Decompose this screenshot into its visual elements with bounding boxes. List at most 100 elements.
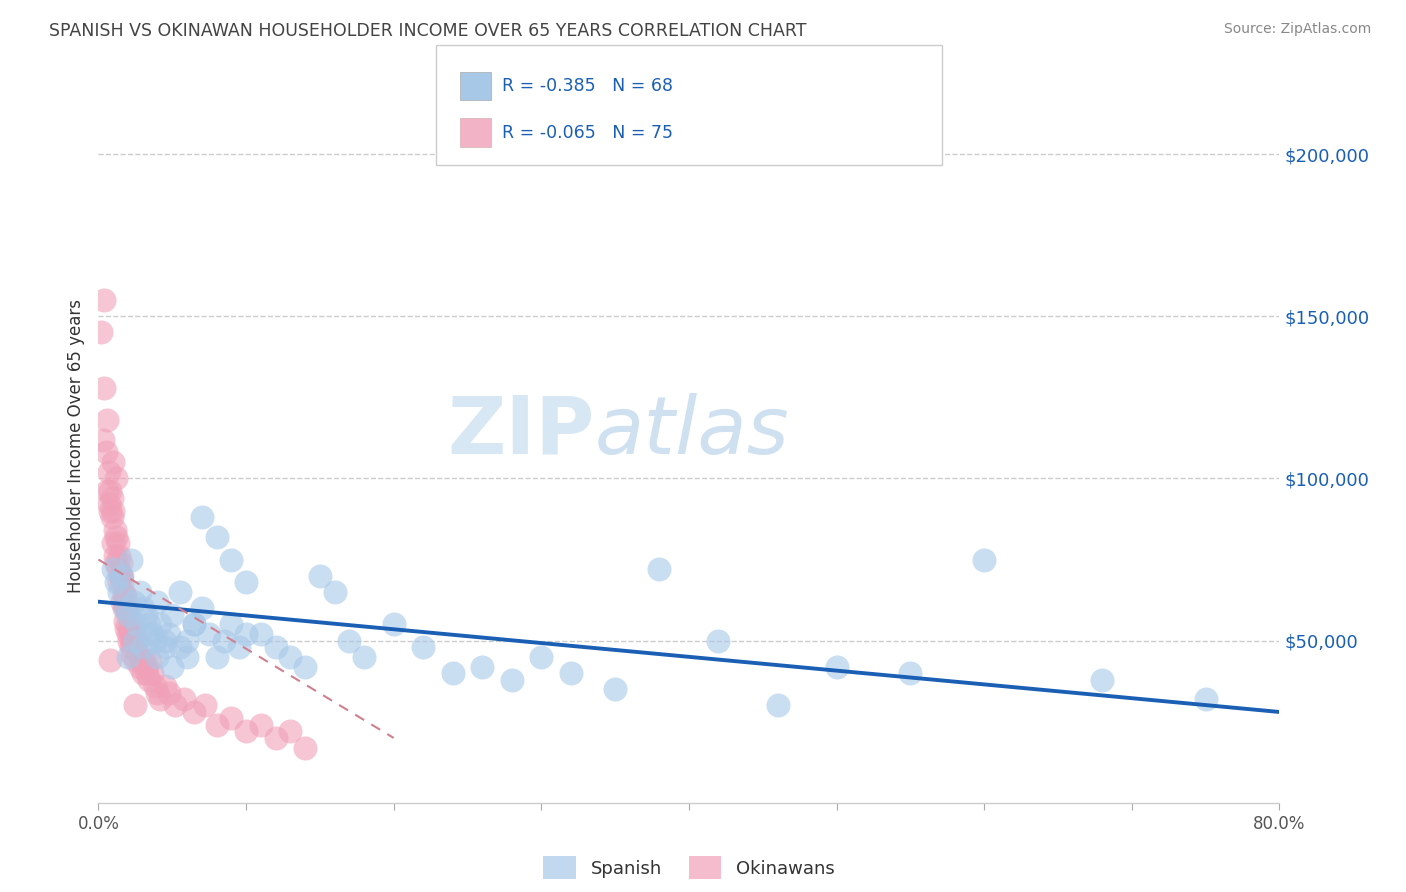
Point (235, 575, 257, 590)
Point (157, 627, 180, 641)
Point (146, 685, 169, 699)
Point (98, 504, 121, 518)
Point (120, 640, 142, 654)
Point (96, 484, 118, 499)
Point (127, 647, 149, 661)
Point (121, 633, 143, 648)
Point (114, 614, 136, 628)
Point (108, 575, 131, 590)
Point (149, 692, 172, 706)
Point (1091, 673, 1114, 687)
Point (120, 552, 142, 566)
Text: atlas: atlas (595, 392, 789, 471)
Point (157, 685, 180, 699)
Point (141, 666, 163, 681)
Point (117, 607, 139, 622)
Point (136, 666, 159, 681)
Point (103, 536, 125, 550)
Point (134, 653, 156, 667)
Point (323, 585, 346, 599)
Point (205, 718, 228, 732)
Point (135, 607, 157, 622)
Point (198, 627, 221, 641)
Point (173, 692, 195, 706)
Legend: Spanish, Okinawans: Spanish, Okinawans (536, 849, 842, 887)
Point (103, 455, 125, 469)
Point (110, 568, 132, 582)
Point (191, 601, 214, 615)
Point (112, 588, 135, 602)
Point (191, 510, 214, 524)
Point (176, 649, 198, 664)
Point (205, 649, 228, 664)
Point (122, 595, 145, 609)
Point (103, 562, 125, 576)
Point (98, 653, 121, 667)
Text: R = -0.385   N = 68: R = -0.385 N = 68 (502, 77, 673, 95)
Point (118, 633, 141, 648)
Point (221, 617, 243, 632)
Point (139, 653, 162, 667)
Point (124, 653, 146, 667)
Point (183, 617, 205, 632)
Point (135, 659, 157, 673)
Point (98, 484, 121, 499)
Point (117, 649, 139, 664)
Point (169, 640, 191, 654)
Point (412, 640, 434, 654)
Point (120, 627, 142, 641)
Point (176, 633, 198, 648)
Point (93, 381, 115, 395)
Point (128, 585, 150, 599)
Point (117, 627, 139, 641)
Point (124, 698, 146, 713)
Point (111, 595, 134, 609)
Point (143, 633, 166, 648)
Point (110, 556, 132, 570)
Point (339, 633, 361, 648)
Point (103, 504, 125, 518)
Text: R = -0.065   N = 75: R = -0.065 N = 75 (502, 124, 673, 142)
Point (107, 536, 129, 550)
Point (115, 601, 138, 615)
Point (97, 465, 120, 479)
Point (169, 585, 191, 599)
Point (117, 607, 139, 622)
Point (294, 659, 316, 673)
Point (221, 552, 243, 566)
Point (441, 666, 464, 681)
Point (104, 524, 127, 538)
Point (124, 633, 146, 648)
Point (1195, 692, 1218, 706)
Point (250, 627, 273, 641)
Point (766, 698, 789, 713)
Point (108, 549, 131, 564)
Point (205, 530, 228, 544)
Point (212, 633, 235, 648)
Point (973, 552, 995, 566)
Point (138, 617, 160, 632)
Point (183, 617, 205, 632)
Point (309, 568, 332, 582)
Point (264, 640, 287, 654)
Point (96, 413, 118, 427)
Point (264, 731, 287, 745)
Point (108, 585, 131, 599)
Point (97, 497, 120, 511)
Point (111, 575, 134, 590)
Point (648, 562, 671, 576)
Point (90, 326, 112, 340)
Point (153, 640, 176, 654)
Point (132, 640, 155, 654)
Point (105, 530, 128, 544)
Point (235, 724, 257, 739)
Point (194, 698, 217, 713)
Point (105, 556, 128, 570)
Text: Source: ZipAtlas.com: Source: ZipAtlas.com (1223, 22, 1371, 37)
Point (125, 633, 148, 648)
Point (235, 627, 257, 641)
Point (250, 718, 273, 732)
Point (118, 621, 141, 635)
Point (382, 617, 405, 632)
Point (115, 621, 138, 635)
